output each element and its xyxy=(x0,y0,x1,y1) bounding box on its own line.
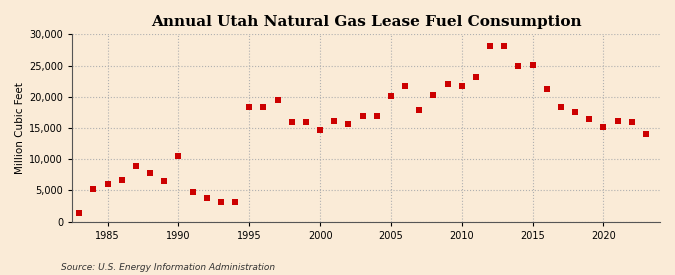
Point xyxy=(612,119,623,123)
Point xyxy=(442,81,453,86)
Point xyxy=(215,200,226,205)
Point xyxy=(144,171,155,175)
Point xyxy=(556,105,566,110)
Point xyxy=(272,98,283,102)
Point xyxy=(102,182,113,186)
Point xyxy=(315,128,325,132)
Point xyxy=(428,93,439,97)
Point xyxy=(286,120,297,124)
Point xyxy=(130,163,141,168)
Point xyxy=(414,108,425,112)
Point xyxy=(541,87,552,92)
Point xyxy=(598,125,609,130)
Point xyxy=(570,110,580,115)
Point xyxy=(88,186,99,191)
Point xyxy=(527,63,538,67)
Point xyxy=(343,122,354,127)
Point xyxy=(400,84,410,88)
Point xyxy=(74,211,84,215)
Point xyxy=(371,113,382,118)
Point xyxy=(159,179,169,183)
Point xyxy=(329,119,340,123)
Point xyxy=(485,44,495,48)
Point xyxy=(385,94,396,98)
Point xyxy=(173,154,184,158)
Point xyxy=(258,104,269,109)
Title: Annual Utah Natural Gas Lease Fuel Consumption: Annual Utah Natural Gas Lease Fuel Consu… xyxy=(151,15,581,29)
Point xyxy=(230,200,240,204)
Point xyxy=(584,116,595,121)
Point xyxy=(499,44,510,48)
Point xyxy=(357,114,368,118)
Point xyxy=(116,178,127,183)
Text: Source: U.S. Energy Information Administration: Source: U.S. Energy Information Administ… xyxy=(61,263,275,272)
Point xyxy=(513,63,524,68)
Point xyxy=(456,84,467,88)
Point xyxy=(641,131,651,136)
Point xyxy=(300,120,311,124)
Point xyxy=(626,120,637,124)
Y-axis label: Million Cubic Feet: Million Cubic Feet xyxy=(15,82,25,174)
Point xyxy=(470,75,481,79)
Point xyxy=(244,105,254,110)
Point xyxy=(201,196,212,200)
Point xyxy=(187,189,198,194)
